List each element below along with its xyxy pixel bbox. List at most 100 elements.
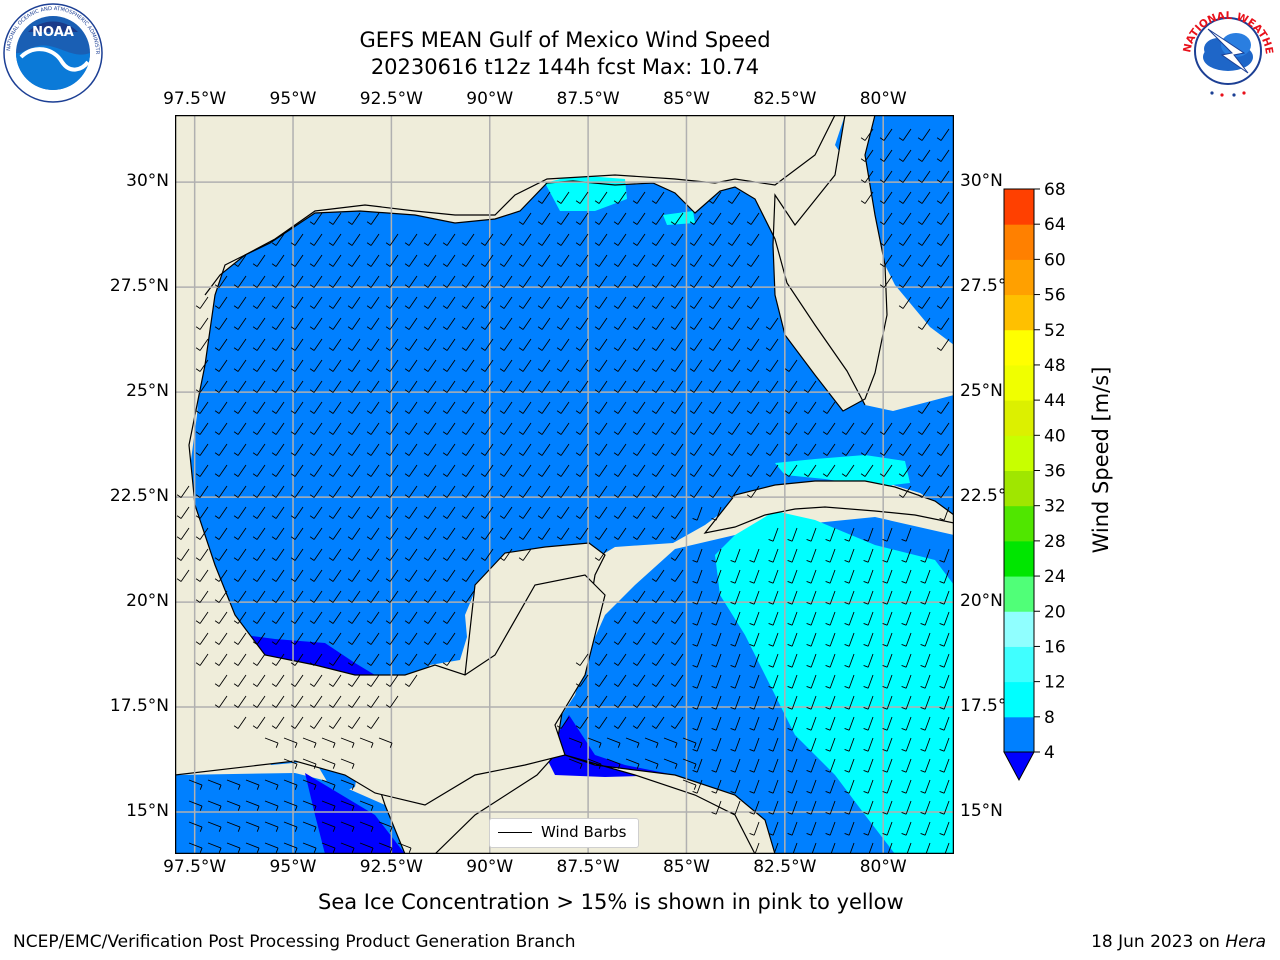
wind-barb — [290, 359, 304, 372]
wind-barb — [806, 548, 817, 563]
wind-barb — [920, 569, 931, 584]
wind-barb — [863, 821, 874, 836]
wind-barb — [309, 212, 323, 225]
central-america-land — [175, 115, 954, 854]
wind-barb — [302, 821, 317, 832]
wind-barb — [195, 590, 209, 603]
wind-barb — [692, 674, 703, 689]
map-frame — [175, 115, 954, 854]
wind-barb — [920, 758, 931, 773]
wind-barb — [882, 779, 893, 794]
wind-barb — [214, 632, 228, 645]
wind-barb — [233, 401, 247, 414]
wind-barb — [252, 485, 266, 498]
wind-barb — [568, 737, 583, 748]
wind-barb — [692, 737, 703, 752]
wind-barb — [404, 674, 418, 687]
wind-barb — [499, 443, 513, 456]
wind-barb — [404, 464, 418, 477]
wind-barb — [328, 695, 342, 708]
wind-barb — [787, 695, 798, 710]
wind-barb — [670, 212, 684, 225]
wind-barb — [575, 212, 589, 225]
wind-barb — [290, 548, 304, 561]
wind-barb — [594, 695, 608, 708]
wind-barb — [442, 254, 456, 267]
wind-barb — [233, 653, 247, 666]
wind-barb — [518, 338, 532, 351]
wind-barb — [803, 464, 817, 477]
wind-barb — [939, 716, 950, 731]
wind-barb — [575, 695, 589, 708]
wind-barb — [252, 674, 266, 687]
wind-barb — [423, 443, 437, 456]
wind-barb — [920, 653, 931, 668]
wind-barb — [499, 275, 513, 288]
wind-barb — [863, 611, 874, 626]
wind-barb — [271, 401, 285, 414]
wind-barb — [252, 443, 266, 456]
chart-title: GEFS MEAN Gulf of Mexico Wind Speed — [359, 28, 771, 52]
wind-barb — [651, 443, 665, 456]
wind-barb — [290, 317, 304, 330]
wind-barb — [537, 254, 551, 267]
wind-barb — [860, 128, 874, 141]
wind-barb — [787, 653, 798, 668]
wind-barb — [879, 422, 893, 435]
wind-barb — [651, 422, 665, 435]
wind-barb — [245, 779, 260, 790]
wind-barb — [749, 569, 760, 584]
footer-date-text: 18 Jun 2023 on — [1091, 932, 1220, 952]
wind-barb — [670, 443, 684, 456]
wind-barb — [499, 338, 513, 351]
wind-barb — [188, 779, 203, 790]
wind-barb — [461, 590, 475, 603]
wind-barb — [806, 674, 817, 689]
wind-barb — [594, 275, 608, 288]
wind-barb — [518, 275, 532, 288]
wind-barb — [825, 737, 836, 752]
wind-barb — [844, 632, 855, 647]
colorbar-bin — [1004, 329, 1034, 366]
wind-barb — [882, 569, 893, 584]
wind-barb — [195, 464, 209, 477]
wind-barb — [920, 821, 931, 836]
wind-barb — [670, 569, 684, 582]
wind-barb — [901, 653, 912, 668]
wind-barb — [480, 254, 494, 267]
lon-tick-label: 82.5°W — [753, 857, 817, 877]
wind-barb — [651, 233, 665, 246]
wind-barb — [233, 296, 247, 309]
wind-barb — [670, 548, 684, 561]
wind-barb — [366, 653, 380, 666]
wind-barb — [575, 401, 589, 414]
wind-barb — [613, 506, 627, 519]
wind-barb — [442, 485, 456, 498]
wind-barb — [730, 569, 741, 584]
wind-barb — [898, 464, 912, 477]
wind-barb — [863, 779, 874, 794]
wind-barb — [461, 506, 475, 519]
wind-barb — [860, 170, 874, 183]
wind-barb — [575, 716, 589, 729]
wind-barb — [347, 527, 361, 540]
wind-barb — [882, 737, 893, 752]
wind-barb — [556, 506, 570, 519]
wind-barb — [727, 485, 741, 498]
wind-barb — [708, 464, 722, 477]
wind-barb — [689, 254, 703, 267]
wind-barb — [385, 359, 399, 372]
wind-barb — [309, 464, 323, 477]
lon-tick-label: 90°W — [466, 857, 514, 877]
wind-barb — [461, 485, 475, 498]
wind-barb — [271, 254, 285, 267]
wind-barb — [423, 338, 437, 351]
wind-barb — [917, 128, 931, 141]
wind-barb — [271, 296, 285, 309]
wind-barb — [727, 338, 741, 351]
wind-barb — [233, 464, 247, 477]
wind-barb — [442, 422, 456, 435]
wind-barb — [575, 296, 589, 309]
wind-barb — [347, 485, 361, 498]
wind-barb — [233, 359, 247, 372]
